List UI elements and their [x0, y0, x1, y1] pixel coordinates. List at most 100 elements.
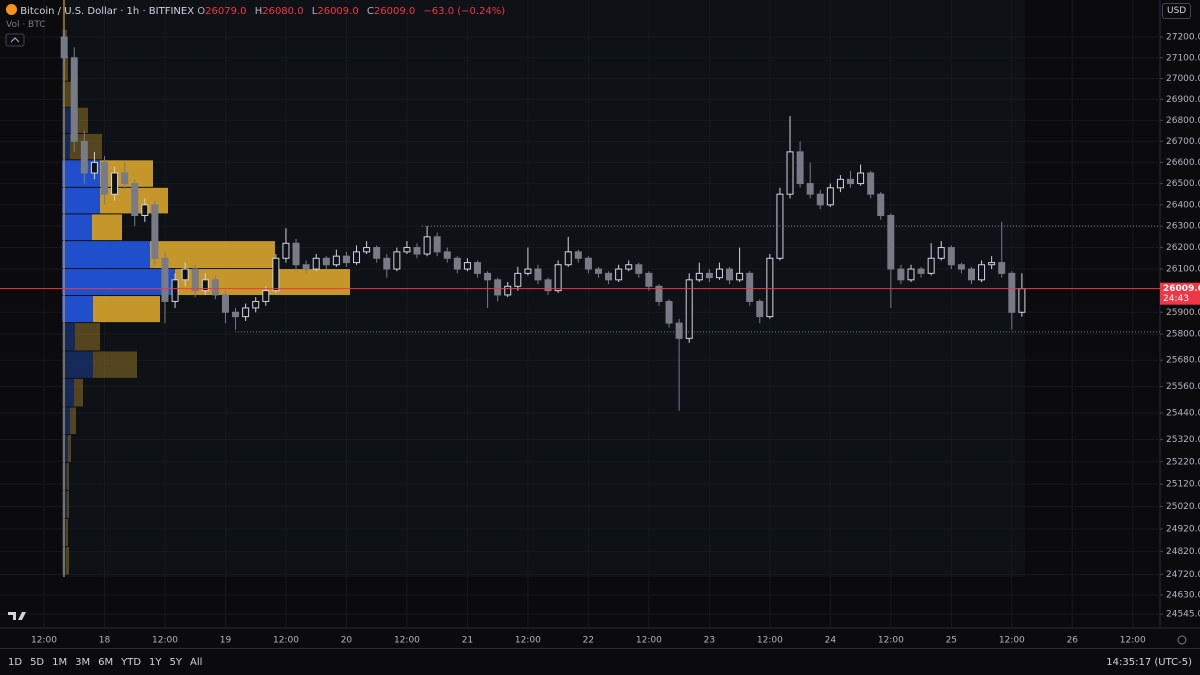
range-button[interactable]: 5Y: [169, 657, 183, 668]
candle-body: [645, 272, 653, 287]
x-tick-label: 21: [462, 636, 473, 646]
candle-body: [736, 272, 744, 281]
o-label: O: [197, 6, 206, 17]
x-tick-label: 25: [946, 636, 957, 646]
chart: 27200.0 27100.0 27000.0 26900.0 26800.0 26700…: [0, 0, 1200, 646]
countdown: 24:43: [1163, 294, 1189, 304]
y-tick-label: 24545.0: [1166, 610, 1200, 620]
profile-down: [70, 407, 76, 435]
x-tick-label: 12:00: [31, 636, 57, 646]
x-tick-label: 24: [825, 636, 837, 646]
y-tick-label: 24720.0: [1166, 570, 1200, 580]
y-tick-label: 26100.0: [1166, 265, 1200, 275]
collapse-icon: [10, 37, 20, 43]
profile-down: [92, 214, 122, 241]
range-group: 1D 5D 1M 3M 6M YTD 1Y 5Y All: [0, 657, 202, 668]
candle-body: [705, 272, 713, 279]
profile-down: [66, 547, 69, 575]
y-tick-label: 25680.0: [1166, 356, 1200, 366]
clock: 14:35:17 (UTC-5): [1106, 657, 1192, 668]
candle-body: [544, 279, 552, 292]
x-tick-label: 26: [1067, 636, 1079, 646]
candle-body: [998, 262, 1006, 274]
range-button[interactable]: 3M: [75, 657, 91, 668]
profile-up: [62, 296, 93, 323]
collapse-button[interactable]: [5, 33, 25, 47]
profile-up: [62, 407, 70, 435]
x-tick-label: 12:00: [152, 636, 178, 646]
candle-body: [111, 172, 119, 195]
candle-body: [967, 268, 975, 281]
candle-body: [1008, 272, 1016, 313]
candle-body: [1018, 288, 1026, 313]
range-button[interactable]: 1Y: [149, 657, 162, 668]
profile-up: [62, 323, 75, 351]
x-tick-label: 18: [99, 636, 111, 646]
profile-down: [65, 81, 75, 107]
candle-body: [927, 257, 935, 274]
candle-body: [433, 236, 441, 253]
candle-body: [131, 183, 139, 216]
candle-body: [726, 268, 734, 281]
candle-body: [836, 178, 844, 189]
candle-body: [171, 279, 179, 302]
range-button[interactable]: YTD: [121, 657, 142, 668]
candle-body: [161, 257, 169, 302]
candle-body: [211, 279, 219, 296]
candle-body: [121, 172, 129, 185]
range-button[interactable]: 5D: [30, 657, 45, 668]
candle-body: [191, 268, 199, 292]
candle-body: [151, 204, 159, 259]
profile-down: [64, 55, 68, 81]
candle-body: [403, 247, 411, 253]
candle-body: [655, 285, 663, 302]
candle-body: [847, 178, 855, 185]
o-value: 26079.0: [205, 6, 247, 17]
candle-body: [463, 262, 471, 270]
candle-body: [988, 262, 996, 266]
candle-body: [393, 251, 401, 270]
candle-body: [907, 268, 915, 281]
change: −63.0 (−0.24%): [423, 6, 506, 17]
candle-body: [796, 151, 804, 185]
profile-up: [62, 269, 175, 296]
x-tick-label: 23: [704, 636, 715, 646]
candle-body: [484, 272, 492, 281]
c-value: 26009.0: [373, 6, 416, 17]
candle-body: [715, 268, 723, 279]
candle-body: [594, 268, 602, 274]
y-tick-label: 25220.0: [1166, 457, 1200, 467]
candle-body: [625, 264, 633, 270]
x-tick-label: 12:00: [1120, 636, 1146, 646]
x-tick-label: 12:00: [999, 636, 1025, 646]
candle-body: [746, 272, 754, 302]
y-tick-label: 26600.0: [1166, 158, 1200, 168]
candle-body: [695, 272, 703, 281]
candle-body: [232, 311, 240, 318]
range-button[interactable]: All: [190, 657, 203, 668]
profile-up: [62, 107, 72, 133]
candle-body: [90, 161, 98, 174]
candle-body: [201, 279, 209, 292]
y-tick-label: 25800.0: [1166, 330, 1200, 340]
candle-body: [917, 268, 925, 274]
candle-body: [665, 300, 673, 324]
settings-icon[interactable]: [1177, 635, 1187, 645]
candle-body: [332, 255, 340, 266]
range-button[interactable]: 6M: [98, 657, 114, 668]
last-price-label: 26009.0: [1163, 284, 1200, 294]
candle-body: [221, 294, 229, 313]
candle-body: [897, 268, 905, 281]
candle-body: [322, 257, 330, 266]
range-button[interactable]: 1D: [8, 657, 23, 668]
currency-button[interactable]: USD: [1162, 3, 1192, 19]
coin-icon: [6, 4, 17, 15]
candle-body: [887, 214, 895, 270]
profile-up: [62, 351, 93, 378]
profile-down: [67, 490, 69, 518]
range-button[interactable]: 1M: [52, 657, 68, 668]
y-tick-label: 25120.0: [1166, 480, 1200, 490]
candle-body: [373, 247, 381, 259]
profile-down: [75, 323, 100, 351]
